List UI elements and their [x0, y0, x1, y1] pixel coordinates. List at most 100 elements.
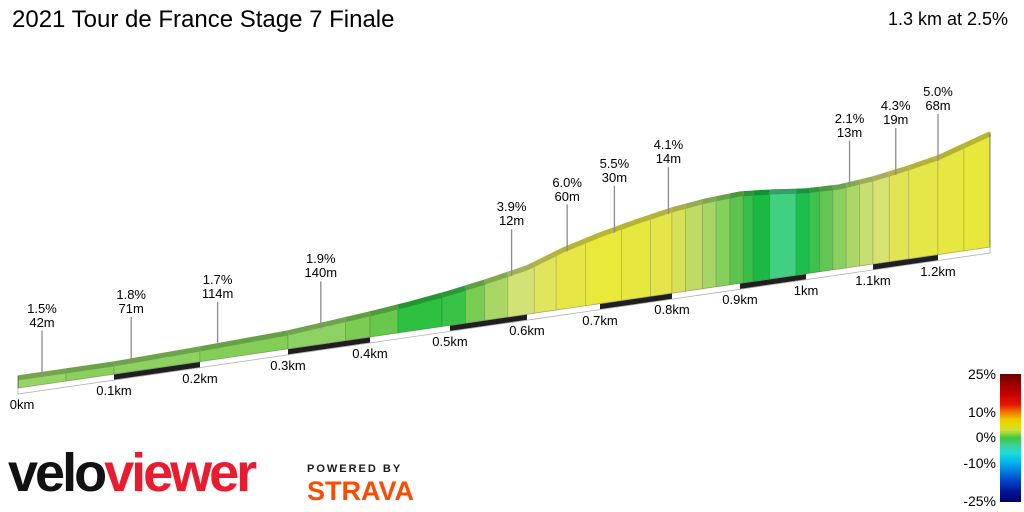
annotation-gradient-value: 5.5% [599, 155, 630, 171]
gradient-annotation: 1.5% 42m [0, 300, 90, 330]
gradient-slice [963, 135, 991, 252]
annotation-gradient-value: 4.3% [880, 98, 911, 113]
gradient-annotation: 3.9% 12m [464, 200, 560, 228]
distance-label: 1.1km [855, 272, 891, 288]
annotation-height-value: 30m [601, 169, 628, 185]
legend-label: 25% [967, 366, 996, 382]
annotation-height-value: 68m [925, 98, 951, 113]
profile-top-band [753, 189, 770, 196]
profile-top-band [199, 330, 289, 352]
veloviewer-logo-velo: velo [8, 443, 107, 503]
profile-top-band [506, 261, 536, 277]
gradient-annotation: 2.1% 13m [802, 110, 898, 140]
page-title: 2021 Tour de France Stage 7 Finale [12, 6, 395, 33]
gradient-slice [832, 186, 847, 271]
gradient-slice [715, 197, 731, 288]
profile-top-band [872, 171, 891, 182]
profile-top-band [715, 193, 731, 202]
gradient-annotation: 5.5% 30m [566, 155, 662, 185]
profile-top-band [369, 304, 399, 317]
annotation-height-value: 12m [498, 213, 525, 229]
gradient-slice [685, 203, 703, 292]
legend-label: -10% [963, 454, 996, 471]
gradient-annotation: 1.9% 140m [273, 252, 369, 280]
profile-top-band [483, 271, 509, 285]
profile-top-band [701, 196, 717, 205]
annotation-gradient-value: 6.0% [552, 174, 582, 190]
distance-label: 0.2km [182, 370, 218, 386]
gradient-slice [937, 147, 965, 255]
legend-label: 0% [975, 428, 996, 445]
distance-label: 0.7km [582, 312, 618, 328]
profile-top-band [620, 214, 652, 230]
road-strip-dash [740, 274, 806, 289]
annotation-height-value: 19m [883, 112, 909, 127]
gradient-slice [671, 207, 686, 294]
annotation-gradient-value: 3.9% [496, 199, 527, 215]
veloviewer-logo[interactable]: veloviewer [8, 443, 257, 503]
gradient-annotation: 5.0% 68m [890, 85, 986, 113]
road-strip-dash [600, 293, 672, 310]
legend-label: 10% [967, 404, 996, 421]
legend-label: -25% [963, 492, 996, 509]
distance-label: 0.6km [509, 323, 545, 339]
distance-label: 0.8km [654, 302, 690, 318]
gradient-annotation: 4.1% 14m [620, 138, 716, 166]
distance-label: 0.1km [96, 383, 132, 399]
gradient-slice [845, 183, 860, 269]
road-strip-dash [288, 337, 370, 355]
annotation-height-value: 71m [118, 301, 144, 316]
profile-top-band [533, 251, 558, 267]
gradient-annotation: 1.7% 114m [170, 271, 266, 301]
profile-top-band [344, 311, 371, 322]
gradient-slice [859, 180, 874, 267]
annotation-gradient-value: 1.8% [116, 287, 146, 302]
gradient-annotation: 4.3% 19m [848, 99, 944, 127]
profile-top-band [832, 182, 847, 191]
gradient-slice [752, 193, 771, 282]
annotation-gradient-value: 1.5% [27, 300, 57, 316]
annotation-height-value: 60m [554, 188, 580, 204]
annotation-gradient-value: 4.1% [653, 137, 684, 153]
profile-top-band [845, 179, 861, 188]
profile-top-band [65, 361, 115, 374]
profile-top-band [684, 199, 704, 209]
profile-top-band [819, 185, 834, 192]
distance-label: 1km [793, 282, 819, 298]
road-strip-dash [873, 254, 938, 270]
gradient-slice [621, 218, 651, 301]
annotation-gradient-value: 2.1% [834, 110, 865, 126]
distance-label: 0.3km [270, 357, 306, 373]
profile-top-band [671, 203, 687, 213]
distance-label: 0km [9, 397, 35, 412]
gradient-annotation: 1.8% 71m [83, 288, 179, 316]
road-strip-dash [450, 314, 527, 331]
gradient-slice [908, 159, 939, 260]
profile-top-band [859, 176, 874, 185]
profile-top-band [888, 165, 910, 177]
annotation-gradient-value: 1.7% [202, 271, 233, 287]
profile-top-band [907, 155, 939, 171]
profile-top-band [441, 285, 467, 298]
profile-top-band [397, 292, 443, 310]
profile-top-band [464, 279, 486, 291]
veloviewer-logo-viewer: viewer [104, 443, 257, 503]
profile-top-band [743, 190, 754, 197]
profile-top-band [796, 187, 810, 194]
profile-top-band [555, 238, 587, 256]
profile-top-band [962, 131, 992, 149]
gradient-slice [808, 190, 820, 274]
distance-label: 1.2km [920, 263, 956, 279]
strava-logo[interactable]: POWERED BY STRAVA [307, 463, 414, 507]
distance-label: 0.4km [352, 345, 388, 361]
profile-top-band [287, 317, 346, 336]
profile-top-band [769, 188, 797, 195]
distance-label: 0.9km [722, 292, 758, 308]
annotation-height-value: 42m [29, 314, 55, 330]
gradient-slice [769, 192, 797, 280]
profile-top-band [809, 186, 820, 193]
powered-by-label: POWERED BY [307, 463, 403, 475]
gradient-slice [650, 211, 673, 297]
